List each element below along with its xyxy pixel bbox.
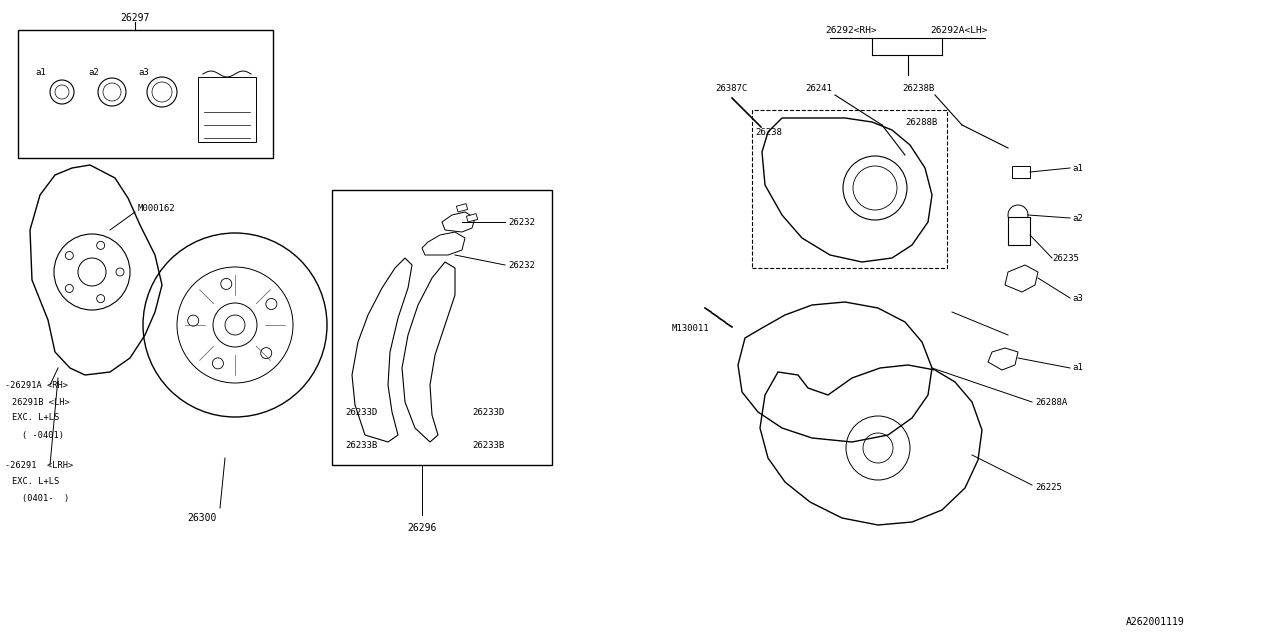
Text: 26233B: 26233B: [346, 440, 378, 449]
Text: 26387C: 26387C: [716, 83, 748, 93]
Text: a2: a2: [88, 67, 99, 77]
Text: -26291A <RH>: -26291A <RH>: [5, 381, 68, 390]
Text: a3: a3: [1073, 294, 1083, 303]
Text: a3: a3: [138, 67, 148, 77]
Text: M000162: M000162: [138, 204, 175, 212]
Text: A262001119: A262001119: [1126, 617, 1185, 627]
Bar: [1012, 166, 1030, 178]
Text: 26288A: 26288A: [1036, 397, 1068, 406]
Bar: [753, 110, 947, 268]
Text: 26297: 26297: [120, 13, 150, 23]
Text: 26238: 26238: [755, 127, 782, 136]
Text: 26292A<LH>: 26292A<LH>: [931, 26, 987, 35]
Text: 26296: 26296: [407, 523, 436, 533]
Text: 26232: 26232: [508, 218, 535, 227]
Text: 26225: 26225: [1036, 483, 1062, 493]
Text: 26292<RH>: 26292<RH>: [826, 26, 877, 35]
Text: 26233B: 26233B: [472, 440, 504, 449]
Bar: [466, 214, 477, 222]
Text: 26288B: 26288B: [905, 118, 937, 127]
Text: EXC. L+LS: EXC. L+LS: [12, 413, 59, 422]
Text: EXC. L+LS: EXC. L+LS: [12, 477, 59, 486]
Text: (0401-  ): (0401- ): [22, 493, 69, 502]
Text: ( -0401): ( -0401): [22, 431, 64, 440]
Text: a1: a1: [35, 67, 46, 77]
Text: 26241: 26241: [805, 83, 832, 93]
Text: 26291B <LH>: 26291B <LH>: [12, 397, 69, 406]
Text: 26233D: 26233D: [346, 408, 378, 417]
Text: a1: a1: [1073, 364, 1083, 372]
Bar: [332, 190, 552, 465]
Bar: [457, 204, 467, 212]
Text: a1: a1: [1073, 163, 1083, 173]
Text: 26238B: 26238B: [902, 83, 934, 93]
Bar: [1009, 217, 1030, 245]
Bar: [198, 77, 256, 142]
Text: -26291  <LRH>: -26291 <LRH>: [5, 461, 73, 470]
Text: 26232: 26232: [508, 260, 535, 269]
Text: a2: a2: [1073, 214, 1083, 223]
Text: M130011: M130011: [672, 323, 709, 333]
Text: 26300: 26300: [187, 513, 216, 523]
Bar: [18, 30, 273, 158]
Text: 26235: 26235: [1052, 253, 1079, 262]
Text: 26233D: 26233D: [472, 408, 504, 417]
